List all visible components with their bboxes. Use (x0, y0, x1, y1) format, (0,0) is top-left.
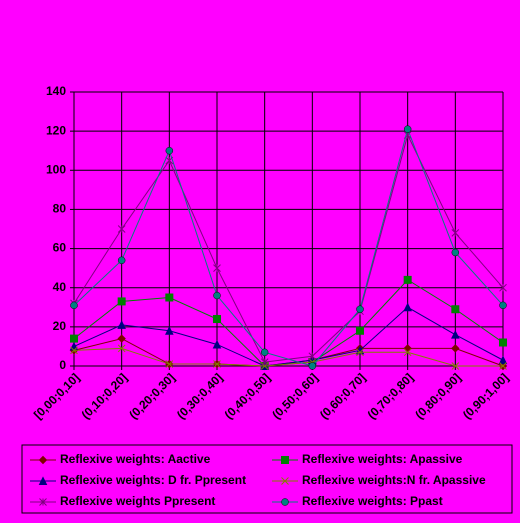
x-tick-label: (0,60;0,70] (317, 370, 368, 421)
marker (451, 229, 460, 237)
marker (117, 297, 126, 306)
y-tick-label: 60 (53, 241, 67, 255)
marker (69, 341, 79, 351)
marker (213, 315, 221, 324)
legend-label: Reflexive weights: D fr. Ppresent (60, 473, 246, 487)
marker (70, 346, 78, 355)
marker (212, 339, 222, 349)
marker (451, 330, 460, 339)
marker (308, 352, 317, 361)
y-tick-label: 80 (53, 202, 67, 216)
marker (281, 456, 289, 464)
marker (403, 302, 412, 312)
series-line (73, 347, 503, 367)
y-tick-label: 40 (53, 280, 67, 294)
marker (451, 305, 460, 314)
marker (117, 344, 126, 353)
marker (356, 326, 364, 335)
marker (39, 498, 47, 506)
marker (213, 291, 221, 300)
marker (451, 362, 460, 370)
y-tick-label: 0 (59, 358, 66, 372)
x-tick-label: (0,40;0,50] (222, 370, 273, 421)
marker (70, 334, 78, 343)
marker (499, 283, 507, 292)
marker (260, 358, 269, 366)
marker (451, 248, 460, 257)
series-line (73, 127, 504, 367)
marker (260, 362, 269, 370)
marker (213, 360, 221, 368)
marker (356, 305, 364, 313)
marker (165, 146, 174, 155)
marker (499, 362, 507, 370)
marker (403, 275, 412, 284)
series-line (73, 338, 504, 367)
marker (403, 348, 412, 357)
legend-label: Reflexive weights:N fr. Apassive (302, 473, 486, 487)
marker (499, 338, 507, 347)
marker (356, 348, 364, 357)
y-tick-label: 100 (46, 162, 66, 176)
marker (117, 334, 126, 343)
marker (38, 476, 48, 485)
legend-label: Reflexive weights Ppresent (60, 494, 215, 508)
marker (213, 264, 221, 272)
x-tick-label: (0,20;0,30] (126, 370, 177, 421)
marker (499, 301, 507, 310)
y-tick-label: 120 (46, 123, 66, 137)
x-tick-label: (0,80;0,90] (412, 370, 463, 421)
marker (281, 477, 289, 485)
marker (117, 320, 126, 329)
x-tick-label: (0,90;1,00] (460, 370, 511, 421)
x-tick-label: (0,10;0,20] (79, 370, 130, 421)
series-line (73, 306, 504, 367)
marker (165, 326, 174, 335)
marker (260, 348, 269, 357)
marker (498, 355, 508, 365)
marker (308, 362, 317, 370)
x-tick-label: [0,00;0,10] (31, 370, 82, 421)
marker (117, 225, 126, 233)
y-tick-label: 140 (46, 84, 66, 98)
x-tick-label: (0,70;0,80] (365, 370, 416, 421)
marker (70, 301, 78, 310)
legend-label: Reflexive weights: Apassive (302, 452, 463, 466)
marker (281, 498, 289, 506)
legend-label: Reflexive weights: Ppast (302, 494, 443, 508)
marker (38, 455, 48, 465)
legend-box (21, 444, 513, 514)
marker (165, 360, 174, 368)
x-tick-label: (0,30;0,40] (174, 370, 225, 421)
marker (165, 293, 174, 302)
x-tick-label: (0,50;0,60] (269, 370, 320, 421)
marker (117, 256, 126, 265)
marker (403, 344, 412, 353)
marker (403, 125, 412, 133)
legend-label: Reflexive weights: Aactive (60, 452, 211, 466)
y-tick-label: 20 (53, 319, 67, 333)
marker (451, 344, 460, 353)
series-line (73, 279, 504, 367)
